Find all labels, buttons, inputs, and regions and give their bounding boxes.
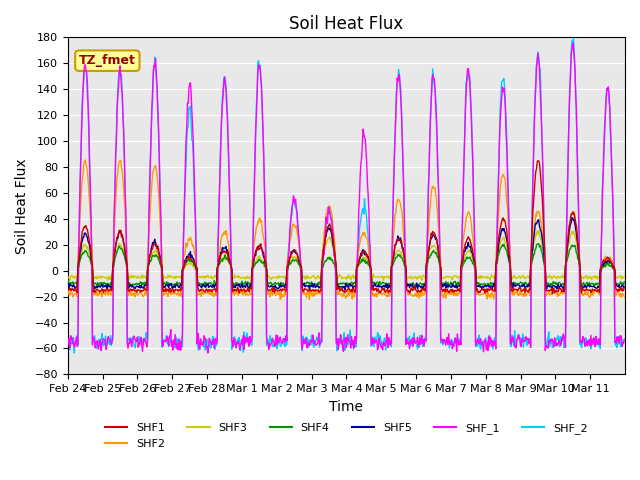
Legend: SHF1, SHF2, SHF3, SHF4, SHF5, SHF_1, SHF_2: SHF1, SHF2, SHF3, SHF4, SHF5, SHF_1, SHF… <box>100 419 592 453</box>
X-axis label: Time: Time <box>330 400 364 414</box>
Y-axis label: Soil Heat Flux: Soil Heat Flux <box>15 158 29 253</box>
Title: Soil Heat Flux: Soil Heat Flux <box>289 15 403 33</box>
Text: TZ_fmet: TZ_fmet <box>79 54 136 67</box>
